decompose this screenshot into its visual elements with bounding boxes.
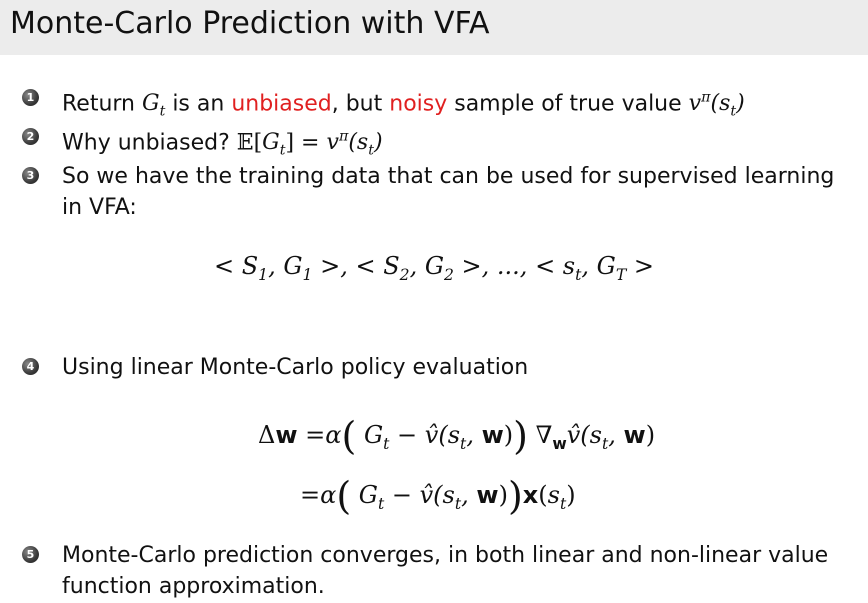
bullet-number-icon: 5: [22, 546, 39, 563]
bullet-1-text-a: Return: [62, 91, 142, 117]
bullet-1-text-f: sample of true value: [447, 91, 689, 117]
bullet-5: 5 Monte-Carlo prediction converges, in b…: [22, 540, 862, 602]
update-equation-1: Δw =α( Gt − v̂(st, w)) ∇wv̂(st, w): [258, 414, 656, 458]
title-bar: Monte-Carlo Prediction with VFA: [0, 0, 868, 55]
training-data-formula: < S1, G1 >, < S2, G2 >, ..., < st, GT >: [213, 252, 654, 284]
math-expectation: 𝔼[Gt] = vπ(st): [236, 129, 383, 159]
bullet-1: 1 Return Gt is an unbiased, but noisy sa…: [22, 83, 862, 128]
bullet-1-text-b: is an: [165, 91, 232, 117]
bullet-number-icon: 2: [22, 128, 39, 145]
bullet-5-line-2: function approximation.: [62, 574, 325, 599]
math-vpi: vπ(st): [688, 90, 745, 120]
bullet-3: 3 So we have the training data that can …: [22, 161, 862, 223]
noisy-text: noisy: [389, 91, 448, 117]
bullet-2: 2 Why unbiased? 𝔼[Gt] = vπ(st): [22, 122, 862, 167]
bullet-4-text: Using linear Monte-Carlo policy evaluati…: [62, 355, 529, 380]
bullet-1-text-d: , but: [331, 91, 390, 117]
slide-title: Monte-Carlo Prediction with VFA: [10, 6, 490, 41]
bullet-number-icon: 4: [22, 358, 39, 375]
bullet-5-line-1: Monte-Carlo prediction converges, in bot…: [62, 543, 829, 568]
bullet-2-text: Why unbiased?: [62, 130, 237, 156]
bullet-3-line-2: in VFA:: [62, 195, 137, 220]
math-Gt: Gt: [142, 91, 166, 120]
bullet-number-icon: 3: [22, 167, 39, 184]
bullet-3-line-1: So we have the training data that can be…: [62, 164, 835, 189]
update-equation-2: =α( Gt − v̂(st, w))x(st): [300, 474, 576, 518]
bullet-4: 4 Using linear Monte-Carlo policy evalua…: [22, 352, 862, 383]
unbiased-text: unbiased: [231, 91, 332, 117]
bullet-number-icon: 1: [22, 89, 39, 106]
